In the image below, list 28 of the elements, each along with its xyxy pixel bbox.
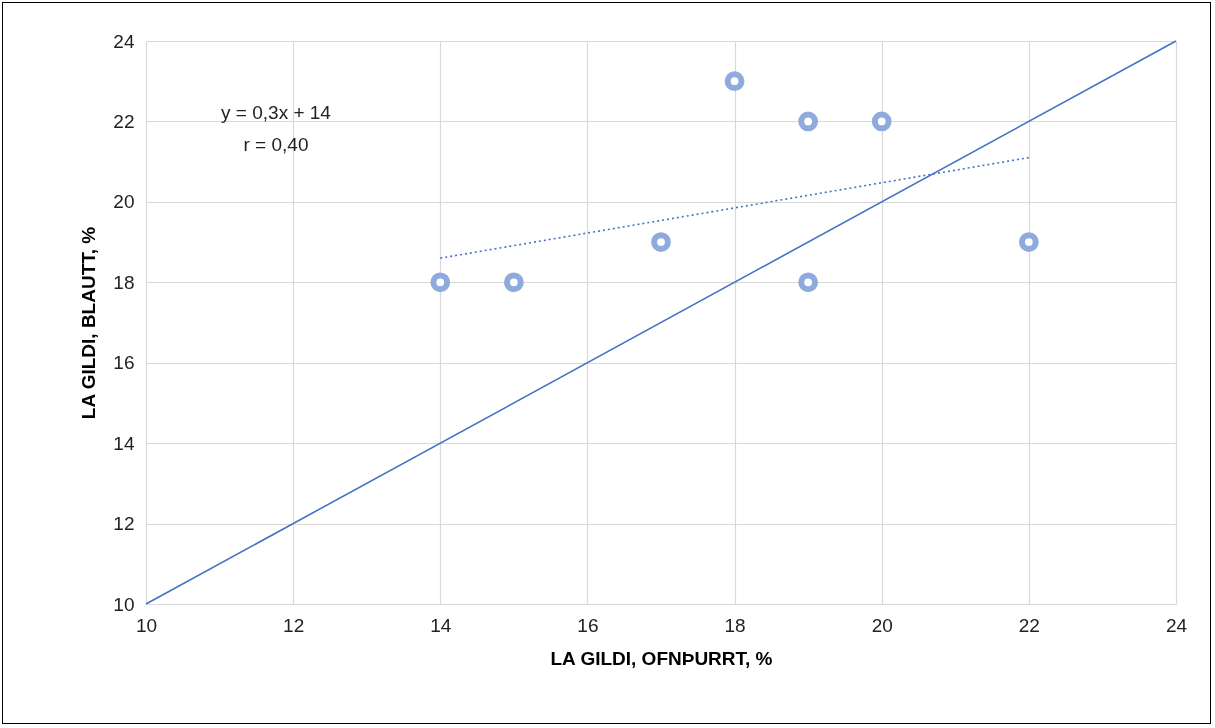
x-tick-label: 10: [135, 614, 158, 636]
point: [724, 71, 745, 92]
x-tick-label: 18: [724, 614, 746, 636]
x-tick-label: 12: [283, 614, 305, 636]
x-tick-label: 14: [430, 614, 452, 636]
annotation: y = 0,3x + 14: [221, 102, 332, 123]
x-tick-label: 22: [1018, 614, 1040, 636]
point: [503, 272, 524, 293]
y-tick-label: 14: [113, 432, 135, 454]
y-tick-label: 16: [113, 352, 135, 374]
y-tick-label: 20: [113, 191, 135, 213]
y-tick-label: 22: [113, 110, 135, 132]
x-tick-label: 20: [871, 614, 893, 636]
y-tick-label: 12: [113, 513, 135, 535]
point: [1018, 232, 1039, 252]
y-tick-label: 10: [113, 593, 135, 615]
y-tick-label: 24: [113, 30, 135, 52]
y-axis-title: LA GILDI, BLAUTT, %: [78, 226, 100, 420]
annotation: r = 0,40: [243, 134, 309, 155]
point: [430, 272, 451, 293]
x-tick-label: 24: [1165, 614, 1188, 636]
point: [798, 272, 819, 293]
point: [798, 111, 819, 132]
y-tick-label: 18: [113, 271, 135, 293]
point: [871, 111, 892, 132]
x-axis-title: LA GILDI, OFNÞURRT, %: [550, 647, 773, 669]
point: [651, 232, 671, 252]
x-tick-label: 16: [577, 614, 599, 636]
